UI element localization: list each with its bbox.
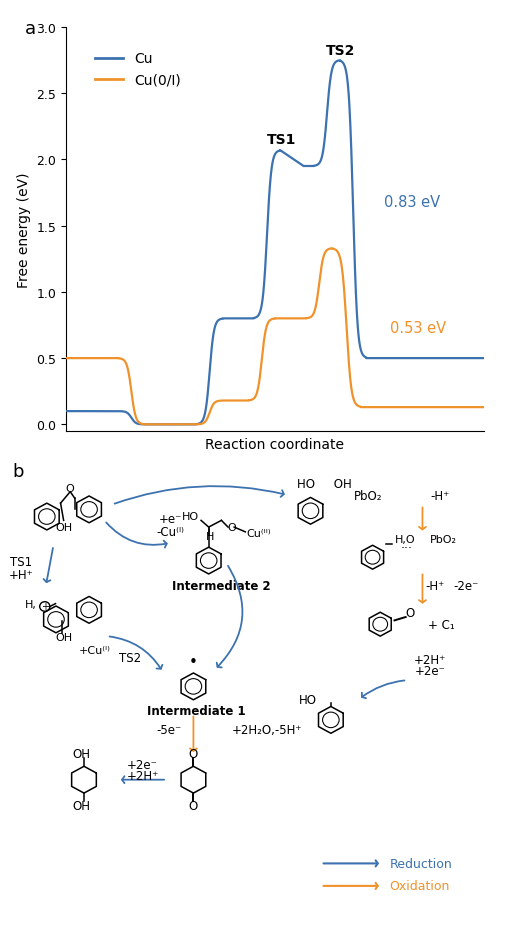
Text: +e⁻: +e⁻ <box>159 513 182 526</box>
Text: +: + <box>41 602 49 612</box>
Text: OH: OH <box>72 800 91 813</box>
Text: 0.83 eV: 0.83 eV <box>384 195 441 210</box>
Text: HO: HO <box>181 511 199 521</box>
Text: Intermediate 1: Intermediate 1 <box>147 704 245 717</box>
Text: +2e⁻: +2e⁻ <box>415 664 445 677</box>
Text: +2e⁻: +2e⁻ <box>127 758 158 771</box>
Text: PbO₂: PbO₂ <box>430 535 457 545</box>
Text: Reduction: Reduction <box>389 857 452 870</box>
Text: +H⁺: +H⁺ <box>9 569 34 582</box>
Text: b: b <box>13 462 24 480</box>
Text: H: H <box>206 531 214 541</box>
Text: OH: OH <box>72 747 91 760</box>
Text: Oxidation: Oxidation <box>389 880 450 893</box>
Text: O: O <box>189 747 198 760</box>
Text: +Cu⁽ᴵ⁾: +Cu⁽ᴵ⁾ <box>79 645 111 655</box>
Text: + C₁: + C₁ <box>428 618 455 631</box>
Text: H,O: H,O <box>394 535 415 545</box>
Text: HO: HO <box>299 693 317 706</box>
Text: Cu⁽ᴵᴵ⁾: Cu⁽ᴵᴵ⁾ <box>247 529 271 539</box>
Text: HO     OH: HO OH <box>297 477 352 490</box>
Text: ···: ··· <box>400 542 412 555</box>
Text: OH: OH <box>55 632 72 642</box>
Text: PbO₂: PbO₂ <box>354 489 382 502</box>
Text: -2e⁻: -2e⁻ <box>453 580 478 593</box>
Text: -H⁺: -H⁺ <box>426 580 445 593</box>
Text: OH: OH <box>55 522 72 533</box>
Text: O: O <box>189 800 198 813</box>
Text: 0.53 eV: 0.53 eV <box>390 321 446 336</box>
Text: H,: H, <box>25 599 37 609</box>
Text: -Cu⁽ᴵ⁾: -Cu⁽ᴵ⁾ <box>156 526 185 539</box>
Text: a: a <box>24 19 36 38</box>
Text: •: • <box>189 654 198 669</box>
Text: TS1: TS1 <box>267 133 296 147</box>
Text: +2H⁺: +2H⁺ <box>126 769 159 782</box>
Text: TS2: TS2 <box>119 651 141 664</box>
Legend: Cu, Cu(0/I): Cu, Cu(0/I) <box>90 47 187 93</box>
Text: O: O <box>405 606 414 619</box>
Text: TS1: TS1 <box>10 556 33 569</box>
X-axis label: Reaction coordinate: Reaction coordinate <box>205 437 345 451</box>
Text: O: O <box>66 483 75 494</box>
Text: TS2: TS2 <box>325 45 355 58</box>
Text: -5e⁻: -5e⁻ <box>156 723 182 736</box>
Text: +2H₂O,-5H⁺: +2H₂O,-5H⁺ <box>232 723 302 736</box>
Text: O: O <box>227 522 236 533</box>
Y-axis label: Free energy (eV): Free energy (eV) <box>17 172 31 288</box>
Text: Intermediate 2: Intermediate 2 <box>172 580 271 593</box>
Text: +2H⁺: +2H⁺ <box>414 653 446 666</box>
Text: -H⁺: -H⁺ <box>431 489 450 502</box>
